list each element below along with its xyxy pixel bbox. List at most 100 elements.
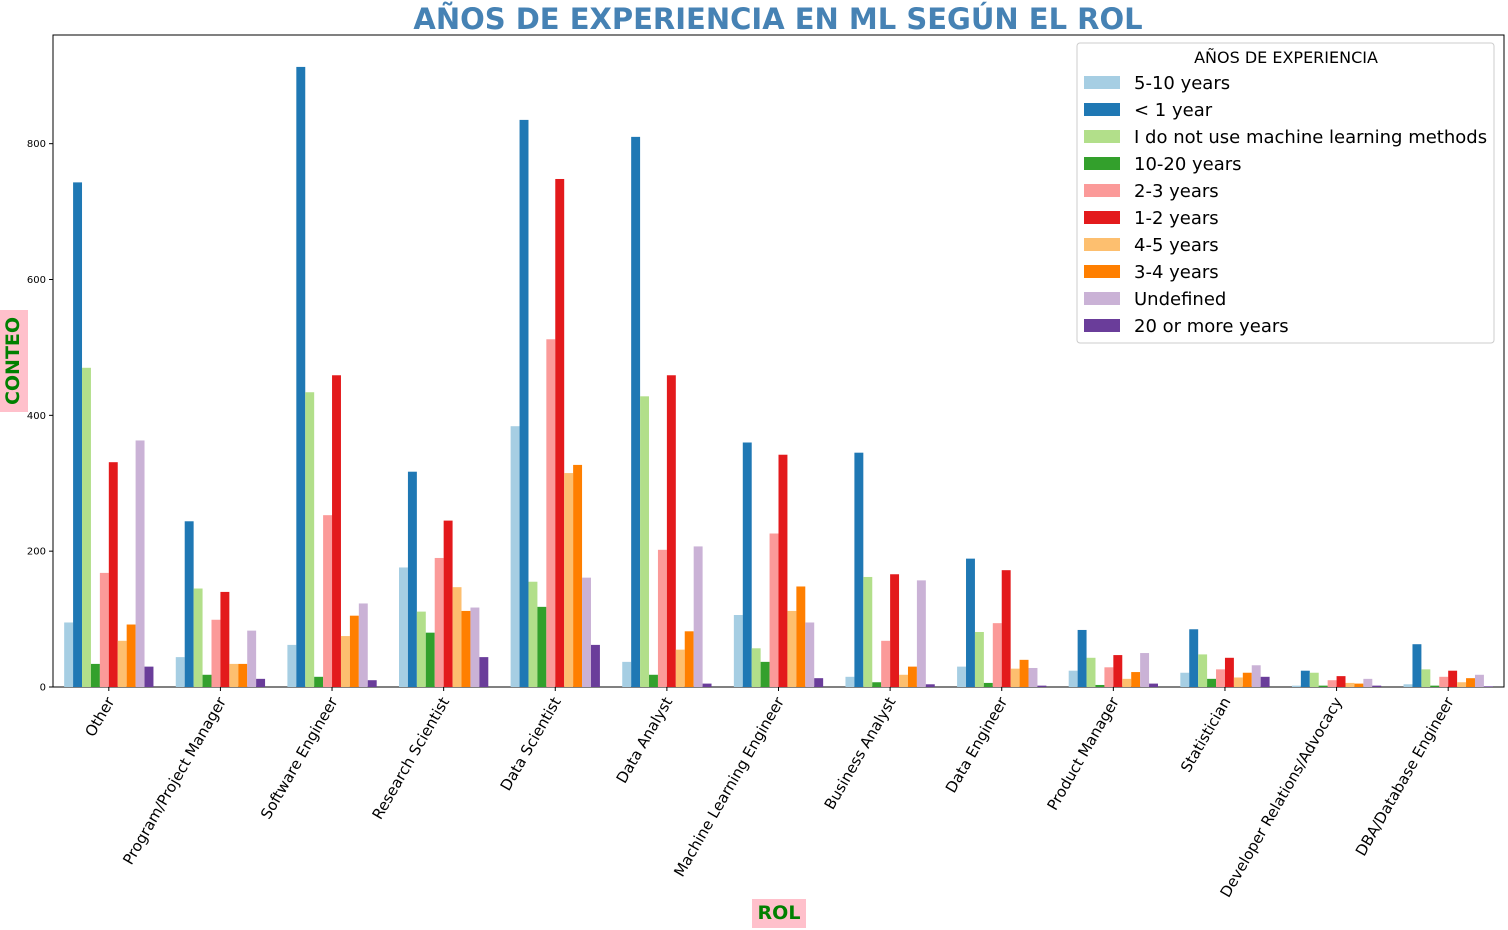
bar	[220, 591, 230, 687]
bar	[1430, 685, 1440, 687]
legend-swatch	[1084, 265, 1120, 278]
bar	[1403, 684, 1413, 687]
x-tick-label: Statistician	[1177, 694, 1234, 775]
bar	[1198, 654, 1208, 687]
x-axis-label-group: ROL	[752, 899, 806, 928]
y-tick-label: 600	[27, 275, 46, 286]
bar	[528, 581, 538, 687]
legend-title: AÑOS DE EXPERIENCIA	[1194, 48, 1378, 67]
bar	[742, 442, 752, 687]
bar	[184, 521, 194, 687]
bar	[537, 606, 547, 687]
bar	[555, 178, 565, 687]
bar	[238, 663, 248, 687]
bar	[872, 682, 882, 687]
bar	[881, 640, 891, 687]
bar	[1077, 629, 1087, 687]
bar	[863, 576, 873, 687]
bar	[590, 644, 600, 687]
bar	[573, 464, 583, 687]
bar	[916, 580, 926, 687]
bar	[1251, 665, 1261, 687]
bar	[1421, 669, 1431, 687]
bar	[99, 572, 109, 687]
bar	[193, 588, 203, 687]
x-tick-label: Other	[81, 693, 118, 740]
y-axis-label: CONTEO	[2, 317, 24, 405]
bar	[1439, 676, 1449, 687]
legend-swatch	[1084, 238, 1120, 251]
bar	[1260, 676, 1270, 687]
bar	[416, 611, 426, 687]
bar	[1028, 667, 1038, 687]
bar	[1037, 685, 1047, 687]
x-tick-label: Machine Learning Engineer	[670, 693, 788, 880]
bar	[640, 396, 650, 687]
bar	[622, 661, 632, 687]
legend-swatch	[1084, 184, 1120, 197]
y-axis-label-group: CONTEO	[0, 310, 28, 412]
bar	[1086, 657, 1096, 687]
x-axis-label-background	[752, 899, 806, 928]
bar	[890, 574, 900, 687]
bar	[1291, 685, 1301, 687]
bar	[305, 392, 315, 687]
bar	[510, 426, 520, 687]
bar	[407, 471, 417, 687]
bar	[256, 678, 266, 687]
y-tick-label: 200	[27, 547, 46, 558]
bar	[90, 663, 100, 687]
bar	[631, 136, 641, 687]
bar	[479, 657, 489, 687]
bar	[1372, 685, 1382, 687]
bar	[367, 680, 377, 687]
bar	[1300, 670, 1310, 687]
bar	[1131, 672, 1141, 687]
bar	[1224, 657, 1234, 687]
bar	[144, 666, 154, 687]
bar	[657, 549, 667, 687]
x-tick-label: DBA/Database Engineer	[1352, 693, 1458, 859]
bar	[1336, 676, 1346, 687]
bar	[287, 644, 297, 687]
bar	[778, 454, 788, 687]
bar	[1345, 682, 1355, 687]
bar	[974, 631, 984, 687]
bar	[323, 515, 333, 687]
bar	[564, 473, 574, 687]
bar	[1483, 686, 1493, 687]
bar	[1149, 683, 1158, 687]
bar	[1140, 653, 1150, 687]
y-axis-label-background	[0, 310, 28, 412]
legend-label: 4-5 years	[1134, 235, 1219, 256]
legend-swatch	[1084, 130, 1120, 143]
legend-swatch	[1084, 292, 1120, 305]
bar	[796, 586, 806, 687]
bar	[443, 520, 453, 687]
bar	[175, 657, 185, 687]
bar	[983, 682, 993, 687]
bar	[1104, 667, 1114, 687]
bar	[702, 683, 712, 687]
bar	[108, 462, 118, 687]
legend: AÑOS DE EXPERIENCIA 5-10 years < 1 year I …	[1076, 42, 1495, 344]
x-tick-label: Software Engineer	[257, 693, 342, 822]
bar	[340, 636, 350, 687]
legend-swatch	[1084, 76, 1120, 89]
legend-label: 2-3 years	[1134, 181, 1219, 202]
legend-swatch	[1084, 211, 1120, 224]
x-tick-label: Developer Relations/Advocacy	[1216, 694, 1346, 901]
legend-label: 10-20 years	[1134, 154, 1242, 175]
legend-swatch	[1084, 103, 1120, 116]
bar	[845, 676, 855, 687]
bar	[1363, 678, 1373, 687]
legend-label: 3-4 years	[1134, 262, 1219, 283]
bar	[582, 577, 591, 687]
bar	[399, 567, 408, 687]
chart-title: AÑOS DE EXPERIENCIA EN ML SEGÚN EL ROL	[413, 2, 1142, 36]
bar	[1019, 659, 1029, 687]
bar	[760, 661, 770, 687]
bar	[64, 622, 74, 687]
x-tick-label: Program/Project Manager	[119, 693, 230, 867]
